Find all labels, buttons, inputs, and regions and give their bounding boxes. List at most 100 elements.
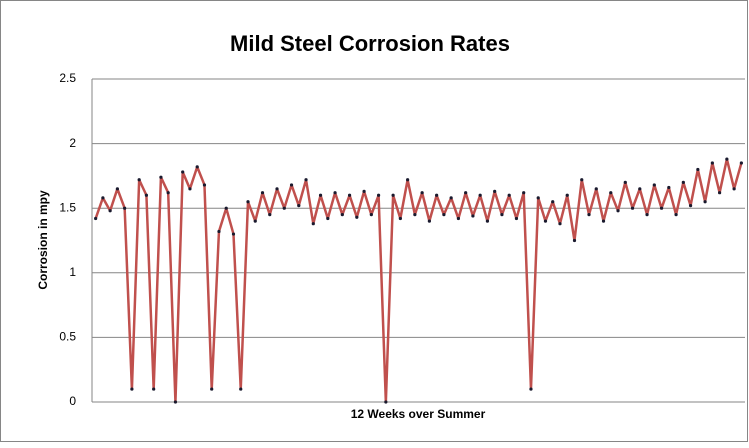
y-tick-label: 1.5 [59, 200, 76, 214]
data-point [195, 165, 199, 169]
data-point [514, 216, 519, 221]
data-point [318, 193, 323, 197]
data-point [304, 178, 308, 182]
data-point [558, 222, 562, 226]
data-point [355, 215, 359, 219]
data-point [224, 206, 228, 210]
data-point [739, 161, 743, 165]
data-point [253, 219, 257, 223]
data-point [449, 196, 453, 200]
y-tick-label: 2 [69, 136, 76, 150]
data-point [115, 187, 119, 191]
data-point [696, 167, 700, 172]
data-point [166, 191, 170, 195]
data-point [580, 178, 584, 182]
data-point [326, 216, 330, 221]
data-point [340, 213, 344, 217]
data-point [601, 219, 606, 223]
y-tick-label: 0 [69, 394, 76, 408]
data-point [710, 161, 714, 165]
data-point [420, 191, 424, 195]
y-tick-label: 1 [69, 265, 76, 279]
data-point [435, 193, 439, 197]
data-point [289, 183, 294, 187]
data-point [202, 183, 207, 187]
data-point [493, 189, 497, 194]
data-point [188, 187, 192, 191]
data-point [572, 238, 577, 243]
data-point [413, 213, 417, 217]
data-point [239, 387, 243, 391]
data-point [94, 216, 98, 221]
series-line [94, 157, 743, 404]
data-point [173, 400, 178, 404]
data-point [674, 213, 678, 217]
y-axis-label: Corrosion in mpy [36, 190, 50, 290]
data-point [464, 191, 468, 195]
data-point [645, 213, 649, 217]
data-point [442, 213, 446, 217]
data-point [507, 193, 511, 197]
data-point [551, 200, 555, 204]
data-point [369, 213, 373, 217]
data-point [427, 219, 431, 223]
y-tick-label: 0.5 [59, 330, 76, 344]
data-point [456, 216, 461, 221]
data-point [311, 222, 315, 226]
x-axis-label: 12 Weeks over Summer [351, 407, 486, 421]
data-point [638, 187, 642, 191]
data-point [159, 175, 163, 179]
data-point [565, 193, 569, 197]
data-point [275, 187, 279, 191]
data-point [725, 157, 729, 161]
data-point [260, 191, 265, 195]
data-point [333, 191, 337, 195]
data-point [152, 387, 156, 391]
data-point [688, 204, 693, 208]
data-point [384, 400, 388, 404]
data-point [246, 200, 250, 204]
data-point [659, 206, 664, 210]
data-point [282, 206, 286, 210]
data-point [376, 193, 381, 197]
data-point [667, 185, 671, 190]
data-point [485, 219, 490, 223]
data-point [181, 170, 185, 174]
data-point [268, 213, 272, 217]
data-point [471, 214, 475, 218]
y-tick-label: 2.5 [59, 71, 76, 85]
data-point [217, 229, 221, 234]
data-point [630, 206, 635, 210]
data-point [297, 204, 301, 208]
data-point [144, 193, 149, 197]
data-point [500, 213, 504, 217]
data-point [652, 183, 656, 187]
data-point [681, 180, 685, 184]
data-point [718, 191, 722, 195]
chart-title: Mild Steel Corrosion Rates [230, 31, 510, 56]
data-point [210, 387, 214, 391]
data-point [398, 216, 402, 221]
data-point [101, 196, 105, 200]
data-point [587, 213, 591, 217]
data-point [703, 200, 707, 204]
data-point [623, 180, 627, 184]
data-point [478, 193, 482, 197]
data-point [522, 191, 526, 195]
data-point [616, 209, 620, 213]
data-point [108, 209, 112, 213]
data-point [347, 193, 352, 197]
data-point [231, 232, 236, 236]
data-point [732, 187, 736, 191]
data-point [391, 193, 395, 197]
data-point [543, 219, 548, 223]
data-point [594, 187, 598, 191]
data-point [529, 387, 533, 391]
data-point [609, 191, 613, 195]
data-point [536, 196, 540, 200]
data-point [406, 178, 410, 182]
data-point [362, 189, 366, 194]
data-point [137, 178, 141, 182]
